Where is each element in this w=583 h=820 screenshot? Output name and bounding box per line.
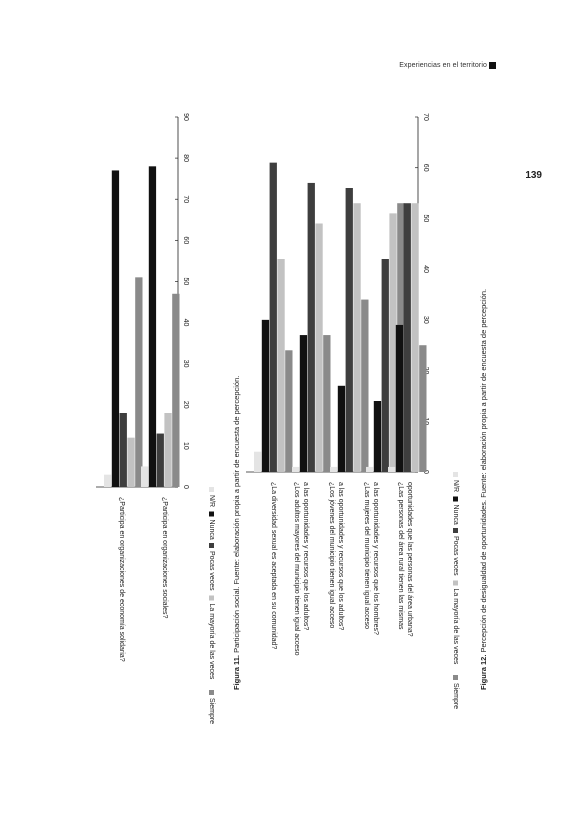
bar-la-mayor-a-de-las-veces — [127, 437, 135, 487]
category-label: ¿Las mujeres del municipio tienen igual … — [363, 482, 370, 629]
y-tick-label: 0 — [422, 470, 429, 474]
bar-pocas-veces — [119, 413, 127, 487]
bar-n-r — [366, 466, 374, 472]
bar-nunca — [337, 385, 346, 472]
legend-swatch — [453, 675, 458, 680]
y-tick-label: 30 — [182, 360, 189, 368]
y-tick-label: 60 — [182, 236, 189, 244]
bar-siempre — [135, 277, 143, 487]
legend-label: Pocas veces — [208, 551, 215, 591]
bar-siempre — [361, 299, 369, 472]
figure-caption-label: Figura 11. — [232, 653, 241, 690]
bar-n-r — [388, 466, 396, 472]
bar-la-mayor-a-de-las-veces — [411, 203, 419, 472]
y-tick-label: 40 — [422, 265, 429, 273]
bar-n-r — [141, 466, 149, 487]
bar-siempre — [172, 293, 180, 487]
bar-n-r — [254, 451, 262, 472]
category-label: oportunidades que las personas del área … — [406, 482, 413, 637]
legend-label: Pocas veces — [452, 536, 459, 576]
y-tick-label: 90 — [182, 113, 189, 121]
legend-swatch — [453, 496, 458, 502]
bar-nunca — [111, 170, 120, 487]
bar-pocas-veces — [345, 188, 353, 472]
category-label: a las oportunidades y recursos que los a… — [302, 482, 309, 630]
bar-siempre — [323, 335, 331, 472]
bar-la-mayor-a-de-las-veces — [353, 203, 361, 472]
bar-pocas-veces — [307, 182, 315, 472]
y-tick-label: 30 — [422, 316, 429, 324]
bar-nunca — [395, 324, 404, 472]
figure-caption: Figura 12. Percepción de desigualdad de … — [479, 289, 488, 690]
bar-pocas-veces — [269, 162, 277, 472]
legend-swatch — [453, 580, 458, 586]
figure-caption: Figura 11. Participación social. Fuente:… — [232, 376, 241, 690]
header-marker-square — [489, 62, 496, 69]
y-tick-label: 50 — [182, 278, 189, 286]
figure-caption-label: Figura 12. — [479, 652, 488, 690]
legend-swatch — [209, 487, 214, 492]
y-tick-label: 10 — [182, 442, 189, 450]
figure-caption-text: Percepción de desigualdad de oportunidad… — [479, 289, 488, 653]
legend-swatch — [453, 472, 458, 477]
category-label: a las oportunidades y recursos que los a… — [337, 482, 344, 630]
bar-la-mayor-a-de-las-veces — [315, 223, 323, 472]
category-label: ¿Participa en organizaciones sociales? — [161, 497, 168, 619]
category-label: ¿Los adultos mayores del municipio tiene… — [293, 482, 300, 656]
category-label: ¿Las personas del área rural tienen las … — [397, 482, 404, 630]
bar-siempre — [419, 345, 427, 472]
bar-pocas-veces — [156, 433, 164, 487]
legend-swatch — [209, 543, 214, 548]
category-label: ¿Los jóvenes del municipio tienen igual … — [328, 482, 335, 628]
running-header: Experiencias en el territorio — [399, 62, 487, 69]
y-tick-label: 80 — [182, 154, 189, 162]
bar-siempre — [285, 350, 293, 472]
bar-la-mayor-a-de-las-veces — [277, 259, 285, 472]
bar-nunca — [373, 401, 382, 472]
y-tick-label: 70 — [182, 195, 189, 203]
legend-label: Siempre — [208, 698, 215, 724]
legend-label: N/R — [208, 495, 215, 507]
bar-n-r — [104, 474, 112, 487]
legend-swatch — [209, 690, 214, 695]
bar-nunca — [299, 335, 308, 472]
bar-la-mayor-a-de-las-veces — [164, 413, 172, 487]
legend-label: N/R — [452, 480, 459, 492]
legend-label: Siempre — [452, 683, 459, 709]
legend-swatch — [209, 595, 214, 601]
y-tick-label: 40 — [182, 319, 189, 327]
legend-swatch — [453, 528, 458, 533]
y-tick-label: 0 — [182, 485, 189, 489]
legend-label: La mayoría de las veces — [208, 604, 215, 680]
bar-pocas-veces — [403, 203, 411, 472]
legend-swatch — [209, 511, 214, 517]
y-tick-label: 20 — [182, 401, 189, 409]
bar-n-r — [292, 466, 300, 472]
bar-pocas-veces — [381, 259, 389, 472]
figure-caption-text: Participación social. Fuente: elaboració… — [232, 376, 241, 653]
chart-11: 0 10 20 30 40 50 60 70 80 90 ¿Participa en organiz… — [96, 113, 241, 724]
bar-nunca — [148, 166, 157, 488]
bar-la-mayor-a-de-las-veces — [389, 213, 397, 472]
category-label: ¿Participa en organizaciones de economía… — [118, 497, 125, 662]
category-label: a las oportunidades y recursos que los h… — [372, 482, 379, 635]
legend-label: Nunca — [208, 520, 215, 540]
y-tick-label: 70 — [422, 113, 429, 121]
page-number: 139 — [525, 170, 542, 181]
category-label: ¿La diversidad sexual es aceptada en su … — [270, 482, 277, 649]
bar-nunca — [261, 319, 270, 472]
legend-label: La mayoría de las veces — [452, 589, 459, 665]
legend-label: Nunca — [452, 505, 459, 525]
bar-n-r — [330, 466, 338, 472]
y-tick-label: 60 — [422, 164, 429, 172]
y-tick-label: 50 — [422, 215, 429, 223]
